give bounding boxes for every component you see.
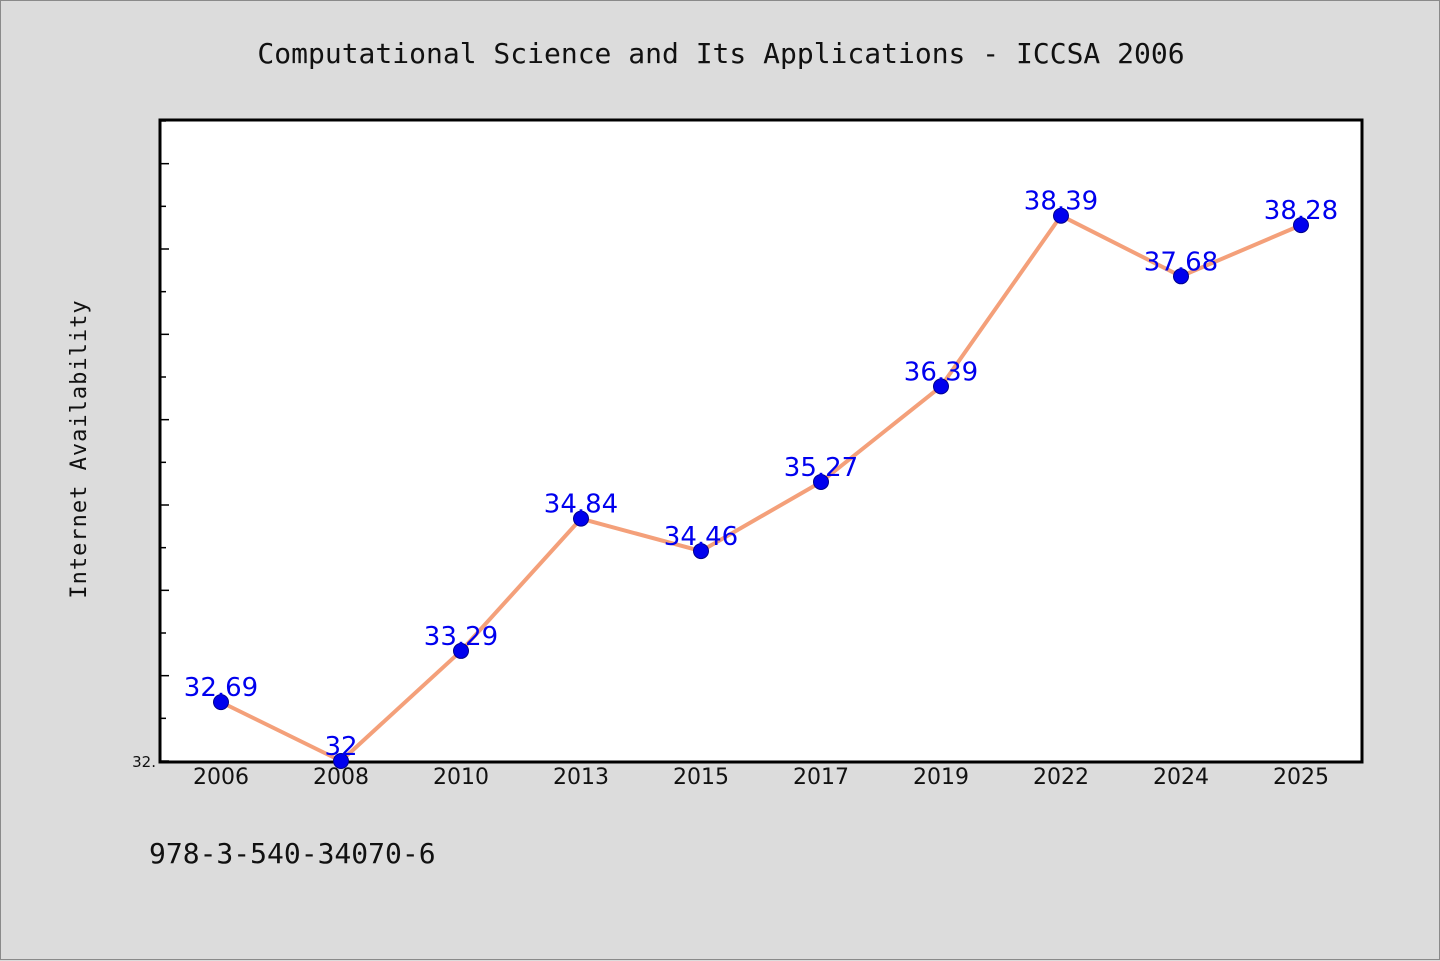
chart-title: Computational Science and Its Applicatio…	[257, 37, 1184, 70]
data-label: 36.39	[904, 357, 978, 387]
data-point	[933, 378, 949, 395]
data-label: 33.29	[424, 622, 498, 652]
x-tick-label: 2025	[1273, 765, 1329, 790]
data-point	[1173, 268, 1189, 285]
data-labels: 32.69 32 33.29 34.84 34.46 35.27 36.39 38.39 37.…	[184, 187, 1338, 762]
data-label: 38.28	[1264, 196, 1338, 226]
data-label: 34.84	[544, 490, 618, 520]
footer-isbn: 978-3-540-34070-6	[149, 837, 436, 870]
y-axis-ticks	[161, 120, 169, 762]
x-tick-label: 2006	[193, 765, 249, 790]
x-tick-label: 2015	[673, 765, 729, 790]
plot-area	[158, 118, 1364, 764]
data-label: 35.27	[784, 453, 858, 483]
data-label: 37.68	[1144, 247, 1218, 277]
y-axis-min-label: 32.	[132, 753, 156, 771]
y-axis-label: Internet Availability	[67, 299, 92, 598]
data-markers	[213, 207, 1309, 769]
x-tick-label: 2017	[793, 765, 849, 790]
x-axis-tick-labels: 2006 2008 2010 2013 2015 2017 2019 2022 2024 2025	[193, 765, 1329, 790]
series-line	[219, 213, 1303, 763]
data-point	[333, 753, 349, 769]
x-tick-label: 2022	[1033, 765, 1089, 790]
x-tick-label: 2019	[913, 765, 969, 790]
data-label: 38.39	[1024, 187, 1098, 217]
data-point	[213, 694, 229, 711]
x-tick-label: 2024	[1153, 765, 1209, 790]
x-tick-label: 2013	[553, 765, 609, 790]
data-point	[573, 510, 589, 527]
data-point	[453, 642, 469, 659]
data-point	[813, 473, 829, 490]
x-tick-label: 2008	[313, 765, 369, 790]
data-label: 32.69	[184, 673, 258, 703]
data-label: 34.46	[664, 522, 738, 552]
data-point	[1053, 207, 1069, 224]
data-label: 32	[324, 732, 357, 762]
x-tick-label: 2010	[433, 765, 489, 790]
data-point	[693, 543, 709, 560]
data-point	[1293, 217, 1309, 234]
